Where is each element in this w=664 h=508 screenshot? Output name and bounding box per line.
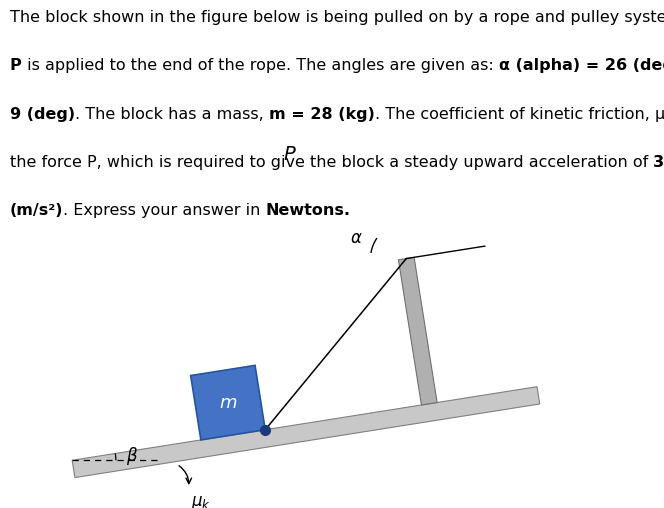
Text: $m$: $m$ — [219, 394, 237, 411]
Text: The block shown in the figure below is being pulled on by a rope and pulley syst: The block shown in the figure below is b… — [10, 10, 664, 25]
Text: the force P, which is required to give the block a steady upward acceleration of: the force P, which is required to give t… — [10, 155, 653, 170]
Text: 9 (deg): 9 (deg) — [10, 107, 75, 122]
Text: . Express your answer in: . Express your answer in — [64, 203, 266, 218]
Text: . The block has a mass,: . The block has a mass, — [75, 107, 269, 122]
Text: $\mu_k$: $\mu_k$ — [191, 494, 211, 508]
Text: α (alpha) = 26 (deg): α (alpha) = 26 (deg) — [499, 58, 664, 74]
Text: $\beta$: $\beta$ — [125, 444, 137, 467]
Text: P: P — [284, 145, 295, 164]
Text: (m/s²): (m/s²) — [10, 203, 64, 218]
Polygon shape — [398, 258, 437, 405]
Text: Newtons.: Newtons. — [266, 203, 351, 218]
Text: $\alpha$: $\alpha$ — [350, 229, 363, 247]
Text: . The coefficient of kinetic friction, μ: . The coefficient of kinetic friction, μ — [375, 107, 664, 122]
Text: is applied to the end of the rope. The angles are given as:: is applied to the end of the rope. The a… — [22, 58, 499, 74]
Text: 3.2: 3.2 — [653, 155, 664, 170]
Polygon shape — [72, 387, 540, 478]
Text: m = 28 (kg): m = 28 (kg) — [269, 107, 375, 122]
Text: P: P — [10, 58, 22, 74]
Polygon shape — [191, 365, 265, 440]
